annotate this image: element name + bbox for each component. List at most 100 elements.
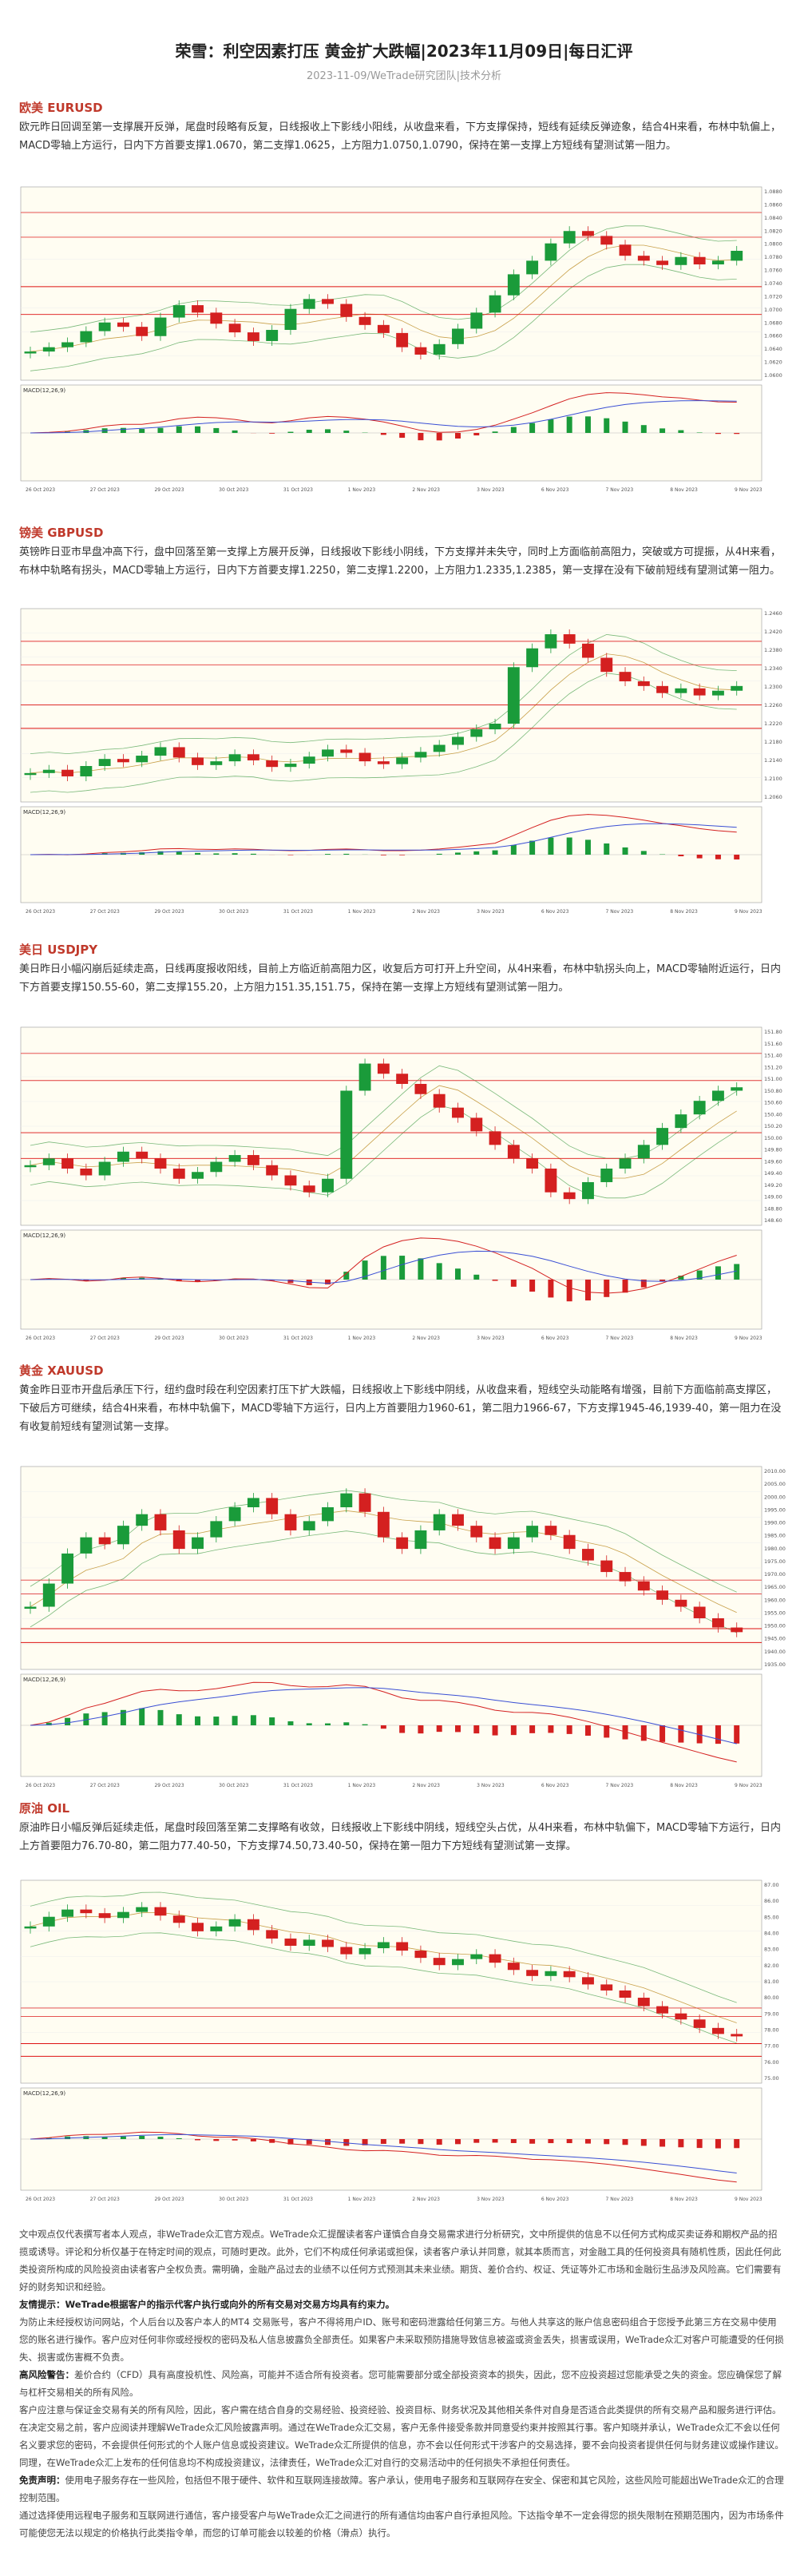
candle-body: [98, 759, 111, 767]
chart-svg: 2010.00 2005.00 2000.00 1995.00 1990.00 1985.…: [20, 1466, 786, 1788]
macd-signal-line: [30, 1250, 737, 1284]
bollinger-lower: [30, 1105, 737, 1199]
date-axis-label: 31 Oct 2023: [283, 487, 313, 493]
candle-body: [98, 1537, 111, 1545]
date-axis-label: 7 Nov 2023: [606, 487, 634, 493]
candle-body: [507, 1145, 520, 1159]
candle-body: [582, 643, 594, 658]
candle-body: [711, 690, 724, 696]
date-axis-label: 6 Nov 2023: [541, 1783, 569, 1788]
chart-eurusd: 1.0880 1.0860 1.0840 1.0820 1.0800 1.0780 1.07…: [19, 184, 789, 495]
macd-signal-line: [30, 823, 737, 855]
price-axis-label: 75.00: [764, 2075, 779, 2082]
date-axis-label: 9 Nov 2023: [735, 1336, 762, 1341]
candle-body: [80, 1169, 93, 1176]
chart-oil: 87.00 86.00 85.00 84.00 83.00 82.00 81.00 80.00…: [19, 1877, 789, 2205]
candle-body: [266, 1930, 279, 1939]
candle-body: [396, 332, 409, 347]
date-axis-label: 8 Nov 2023: [670, 487, 698, 493]
candle-body: [117, 1526, 129, 1545]
price-axis-label: 148.80: [764, 1205, 782, 1212]
date-axis-label: 29 Oct 2023: [154, 909, 184, 915]
candle-body: [545, 1526, 557, 1535]
candle-body: [693, 1101, 706, 1115]
candle-body: [711, 2027, 724, 2034]
candle-body: [470, 1117, 483, 1132]
date-axis-label: 8 Nov 2023: [670, 909, 698, 915]
candle-body: [42, 769, 55, 773]
date-axis-label: 29 Oct 2023: [154, 2197, 184, 2202]
candle-body: [731, 1627, 743, 1633]
disclaimer-p4: 高风险警告：差价合约（CFD）具有高度投机性、风险高，可能并不适合所有投资者。您…: [19, 2366, 786, 2401]
candle-body: [600, 657, 613, 673]
date-axis-label: 29 Oct 2023: [154, 1783, 184, 1788]
date-axis-label: 27 Oct 2023: [90, 909, 120, 915]
section-text-xauusd: 黄金昨日亚市开盘后承压下行，纽约盘时段在利空因素打压下扩大跌幅，日线报收上下影线…: [19, 1384, 782, 1433]
candle-body: [563, 231, 576, 244]
macd-signal-line: [30, 2133, 737, 2173]
date-axis-label: 2 Nov 2023: [412, 1336, 440, 1341]
candle-body: [340, 749, 353, 753]
disclaimer-p4-text: 差价合约（CFD）具有高度投机性、风险高，可能并不适合所有投资者。您可能需要部分…: [19, 2369, 782, 2398]
candle-body: [526, 1526, 539, 1538]
price-axis-label: 1.0680: [764, 320, 782, 326]
price-axis-label: 151.20: [764, 1064, 782, 1070]
candle-body: [154, 747, 167, 756]
candle-body: [266, 330, 279, 341]
candle-body: [637, 1145, 650, 1159]
candle-body: [433, 744, 446, 752]
date-axis-label: 30 Oct 2023: [219, 1336, 248, 1341]
price-axis-label: 1.0780: [764, 254, 782, 260]
bollinger-lower: [30, 1932, 737, 2044]
candle-body: [136, 1907, 149, 1912]
chart-svg: 1.2460 1.2420 1.2380 1.2340 1.2300 1.2260 1.22…: [20, 608, 782, 915]
price-axis-label: 151.40: [764, 1053, 782, 1059]
price-axis-label: 1.0700: [764, 307, 782, 313]
disclaimer-p7: 免责声明：使用电子服务存在一些风险，包括但不限于硬件、软件和互联网连接故障。客户…: [19, 2471, 786, 2507]
section-text-eurusd: 欧元昨日回调至第一支撑展开反弹，尾盘时段略有反复，日线报收上下影线小阳线，从收盘…: [19, 121, 782, 152]
price-axis-label: 1.2260: [764, 702, 782, 708]
date-axis-label: 7 Nov 2023: [606, 1783, 634, 1788]
candle-body: [340, 1947, 353, 1955]
candle-body: [377, 324, 390, 333]
price-axis-label: 1.2060: [764, 794, 782, 800]
candle-body: [619, 1990, 632, 1998]
price-axis-label: 1.0740: [764, 280, 782, 287]
date-axis-label: 31 Oct 2023: [283, 909, 313, 915]
date-axis-label: 30 Oct 2023: [219, 487, 248, 493]
date-axis-label: 9 Nov 2023: [735, 487, 762, 493]
candle-body: [42, 1158, 55, 1165]
candle-body: [396, 1942, 409, 1951]
candle-body: [340, 1493, 353, 1507]
date-axis-label: 1 Nov 2023: [348, 909, 376, 915]
candle-body: [731, 685, 743, 691]
candle-body: [675, 1599, 687, 1607]
price-axis-label: 80.00: [764, 1995, 779, 2001]
candle-body: [711, 260, 724, 265]
price-axis-label: 84.00: [764, 1931, 779, 1937]
candle-body: [414, 752, 427, 758]
candle-body: [247, 1919, 259, 1931]
candle-body: [154, 1158, 167, 1169]
candle-body: [675, 2013, 687, 2020]
price-axis-label: 1.2180: [764, 739, 782, 745]
price-axis-label: 1.0720: [764, 293, 782, 300]
candle-body: [470, 1526, 483, 1538]
date-axis-label: 31 Oct 2023: [283, 1783, 313, 1788]
candle-body: [228, 323, 241, 333]
date-axis-label: 27 Oct 2023: [90, 487, 120, 493]
candle-body: [247, 332, 259, 341]
candle-body: [470, 729, 483, 737]
candle-body: [637, 681, 650, 686]
date-axis-label: 2 Nov 2023: [412, 1783, 440, 1788]
candle-body: [619, 244, 632, 256]
candle-body: [247, 1155, 259, 1165]
candle-body: [61, 342, 74, 347]
candle-body: [563, 1192, 576, 1200]
price-axis-label: 151.00: [764, 1076, 782, 1082]
candle-body: [600, 1560, 613, 1573]
disclaimer-block: 文中观点仅代表撰写者本人观点，非WeTrade众汇官方观点。WeTrade众汇提…: [19, 2225, 786, 2542]
macd-line: [30, 1237, 737, 1294]
candle-body: [136, 327, 149, 336]
candle-body: [563, 634, 576, 644]
